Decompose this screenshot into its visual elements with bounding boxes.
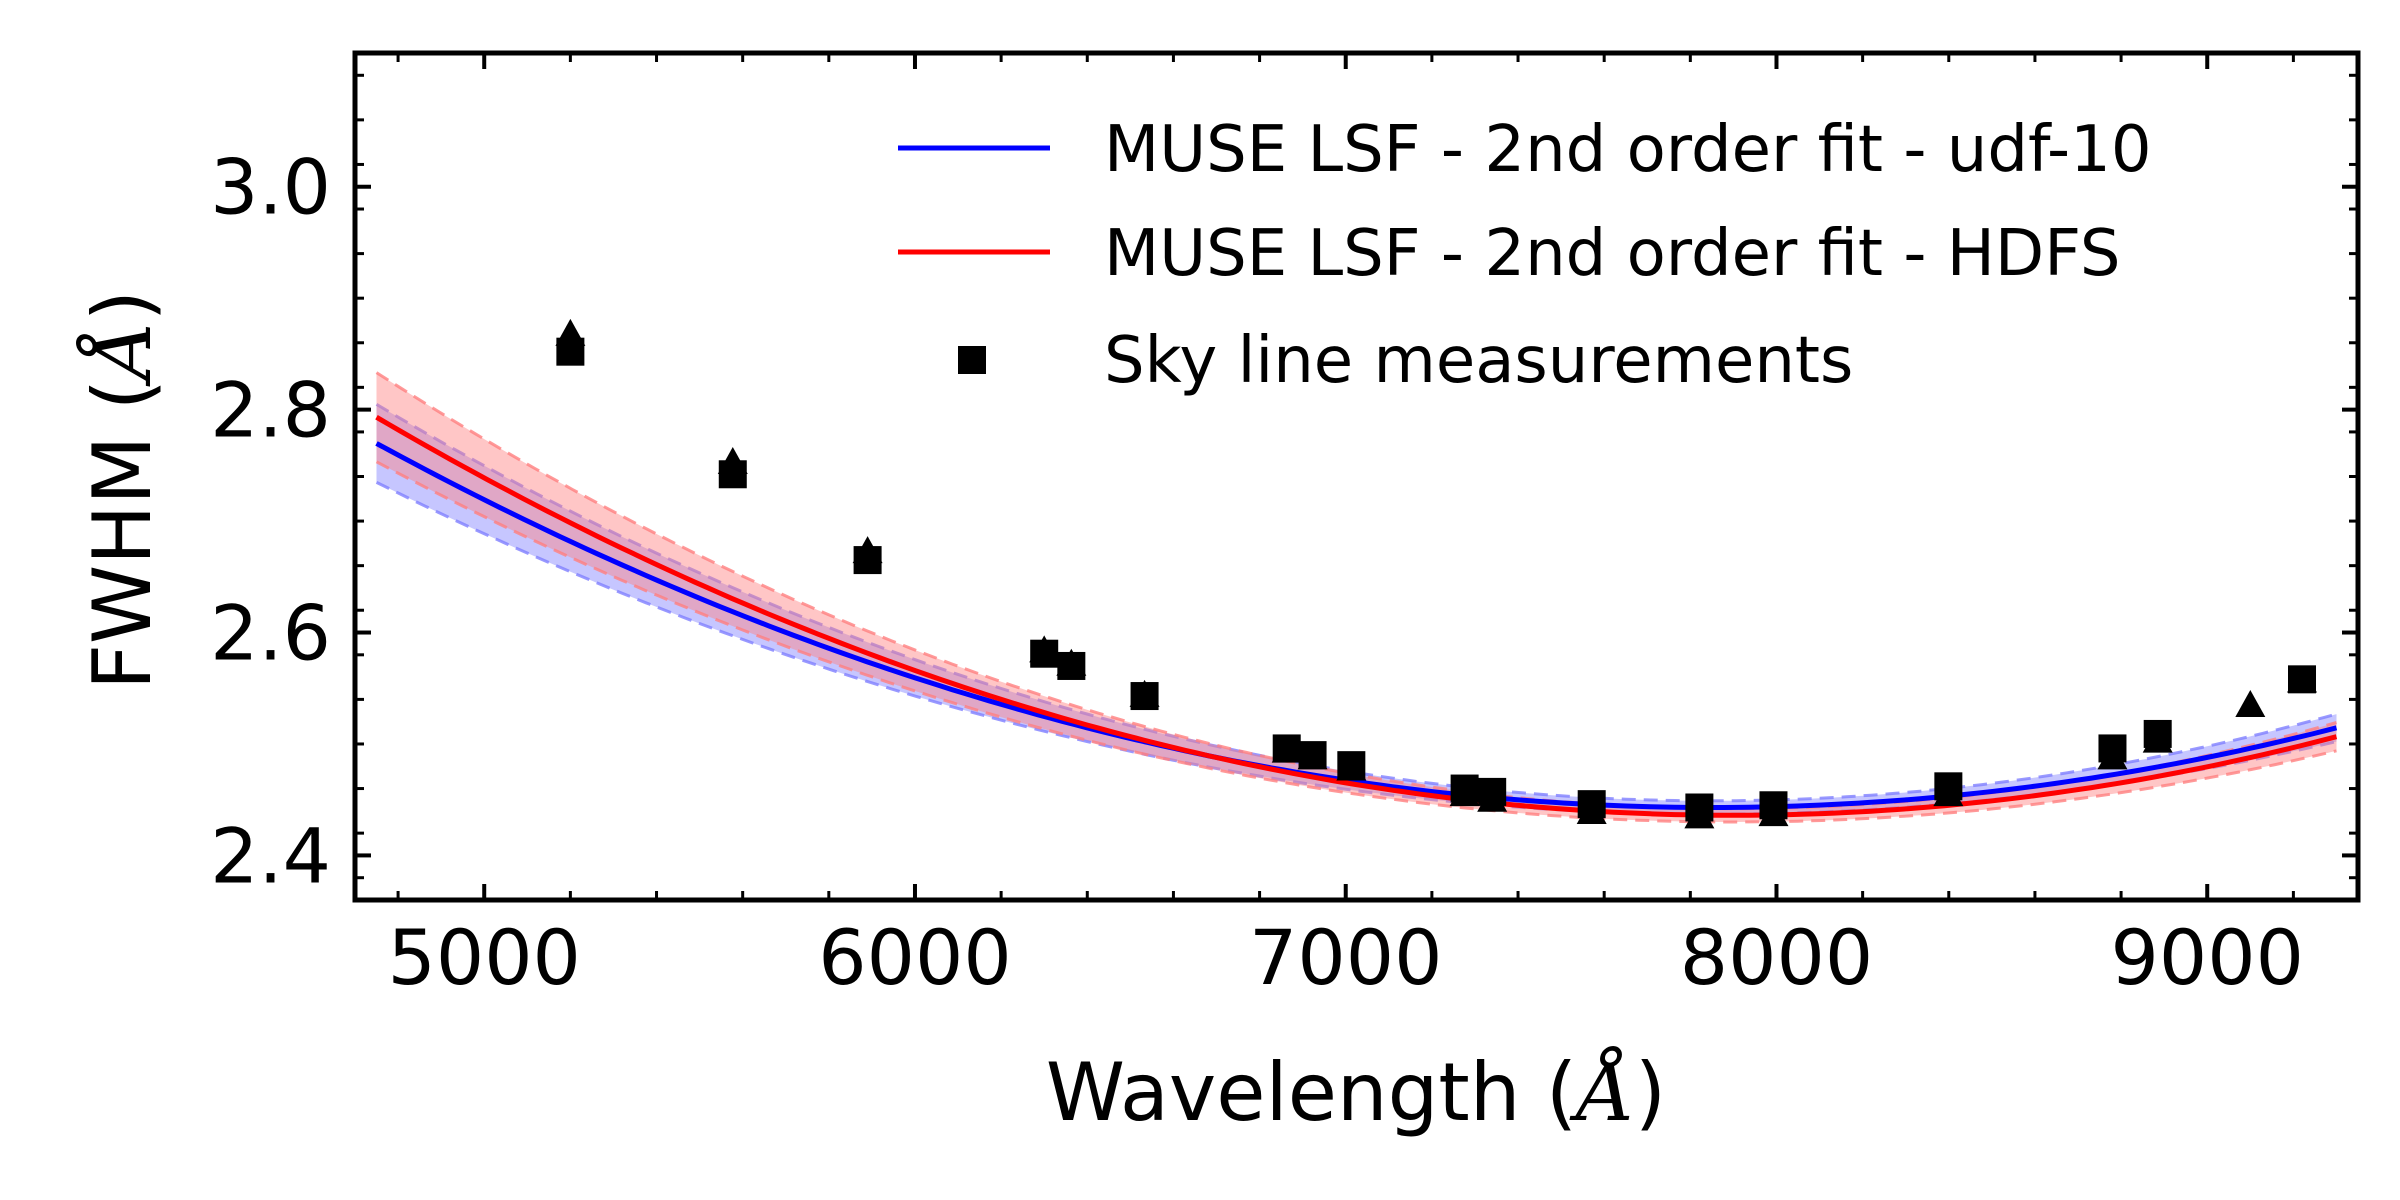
fit-line-udf10 <box>375 441 2338 810</box>
x-axis-unit: Å <box>1569 1045 1635 1139</box>
square-point <box>2288 665 2317 694</box>
square-point <box>1450 774 1479 803</box>
legend-label-udf10: MUSE LSF - 2nd order fit - udf-10 <box>1104 113 2152 187</box>
legend: MUSE LSF - 2nd order fit - udf-10 MUSE L… <box>898 113 2152 398</box>
y-axis-title: FWHM (Å) <box>75 290 169 690</box>
x-axis-title: Wavelength (Å) <box>1046 1045 1666 1139</box>
y-tick-label: 2.4 <box>210 811 331 900</box>
x-tick-label: 5000 <box>388 913 581 1002</box>
sky-line-markers <box>555 318 2318 829</box>
triangle-point <box>2235 689 2266 717</box>
plot-frame <box>352 50 2361 903</box>
legend-label-markers: Sky line measurements <box>1104 324 1853 398</box>
square-point <box>1337 751 1366 780</box>
x-tick-label: 6000 <box>818 913 1011 1002</box>
square-point <box>1685 793 1714 822</box>
square-point <box>1298 741 1327 770</box>
square-point <box>1759 791 1788 820</box>
y-tick-label: 2.6 <box>210 589 331 678</box>
x-tick-label: 9000 <box>2111 913 2304 1002</box>
y-tick-label: 2.8 <box>210 366 331 455</box>
square-point <box>1934 772 1963 801</box>
y-axis-unit: Å <box>75 321 169 387</box>
square-point <box>1577 790 1606 819</box>
square-point <box>718 460 747 489</box>
x-tick-label: 8000 <box>1680 913 1873 1002</box>
square-point <box>2143 719 2172 748</box>
legend-label-hdfs: MUSE LSF - 2nd order fit - HDFS <box>1104 217 2121 291</box>
square-point <box>1057 651 1086 680</box>
legend-swatch-squares <box>958 346 986 374</box>
x-tick-label: 7000 <box>1249 913 1442 1002</box>
fit-line-hdfs <box>375 415 2338 818</box>
square-point <box>2098 734 2127 763</box>
y-tick-label: 3.0 <box>210 143 331 232</box>
band-lower-udf10 <box>375 481 2337 816</box>
square-point <box>556 337 585 366</box>
band-udf10 <box>376 404 2337 815</box>
fit-lines <box>375 415 2338 818</box>
square-point <box>1478 777 1507 806</box>
square-point <box>1030 639 1059 668</box>
band-lower-hdfs <box>375 460 2337 824</box>
square-point <box>1272 734 1301 763</box>
square-point <box>853 546 882 575</box>
tick-labels: 5000 6000 7000 8000 9000 2.4 2.6 2.8 3.0 <box>210 143 2304 1002</box>
square-point <box>1130 682 1159 711</box>
